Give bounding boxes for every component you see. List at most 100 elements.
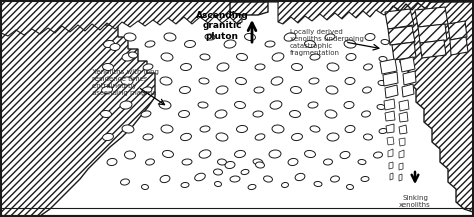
Ellipse shape bbox=[218, 159, 227, 165]
Ellipse shape bbox=[200, 54, 210, 60]
Polygon shape bbox=[230, 2, 268, 15]
Polygon shape bbox=[448, 21, 467, 40]
Polygon shape bbox=[399, 112, 408, 122]
Ellipse shape bbox=[122, 125, 134, 133]
Polygon shape bbox=[415, 7, 448, 27]
Ellipse shape bbox=[345, 77, 355, 84]
Ellipse shape bbox=[101, 86, 112, 94]
Ellipse shape bbox=[269, 150, 281, 158]
Ellipse shape bbox=[325, 34, 335, 40]
Ellipse shape bbox=[161, 125, 173, 133]
Ellipse shape bbox=[344, 102, 354, 108]
Ellipse shape bbox=[272, 53, 284, 61]
Ellipse shape bbox=[248, 184, 256, 190]
Ellipse shape bbox=[215, 110, 227, 118]
Ellipse shape bbox=[103, 40, 114, 48]
Polygon shape bbox=[450, 37, 468, 55]
Ellipse shape bbox=[141, 111, 151, 117]
Ellipse shape bbox=[200, 126, 210, 132]
Ellipse shape bbox=[143, 64, 153, 70]
Text: Sinking
xenoliths: Sinking xenoliths bbox=[399, 195, 431, 208]
Ellipse shape bbox=[379, 128, 387, 133]
Polygon shape bbox=[388, 149, 393, 157]
Ellipse shape bbox=[199, 150, 211, 158]
Ellipse shape bbox=[282, 182, 289, 187]
Ellipse shape bbox=[253, 111, 263, 117]
Ellipse shape bbox=[143, 134, 153, 140]
Ellipse shape bbox=[235, 102, 246, 108]
Polygon shape bbox=[383, 72, 398, 86]
Ellipse shape bbox=[255, 134, 265, 140]
Ellipse shape bbox=[284, 33, 296, 41]
Text: Locally derived
xenoliths undergoing
catastrophic
fragmentation: Locally derived xenoliths undergoing cat… bbox=[290, 29, 364, 56]
Ellipse shape bbox=[362, 111, 371, 117]
Polygon shape bbox=[399, 125, 407, 134]
Ellipse shape bbox=[182, 159, 192, 165]
Ellipse shape bbox=[374, 152, 383, 158]
Polygon shape bbox=[388, 26, 415, 45]
Ellipse shape bbox=[379, 56, 387, 61]
Polygon shape bbox=[392, 42, 416, 60]
Ellipse shape bbox=[271, 77, 283, 85]
Ellipse shape bbox=[230, 176, 240, 182]
Polygon shape bbox=[420, 40, 446, 58]
Ellipse shape bbox=[102, 133, 113, 141]
Ellipse shape bbox=[163, 150, 173, 158]
Polygon shape bbox=[402, 84, 414, 97]
Ellipse shape bbox=[325, 110, 337, 118]
Ellipse shape bbox=[181, 64, 191, 71]
Ellipse shape bbox=[180, 87, 191, 94]
Polygon shape bbox=[385, 9, 414, 29]
Ellipse shape bbox=[142, 87, 152, 93]
Ellipse shape bbox=[255, 64, 265, 70]
Ellipse shape bbox=[160, 175, 170, 183]
Text: Xenoliths with long
residence times
entrained by
ascending magma: Xenoliths with long residence times entr… bbox=[92, 69, 159, 96]
Bar bbox=[1, 208, 473, 216]
Polygon shape bbox=[390, 173, 393, 180]
Ellipse shape bbox=[120, 101, 132, 109]
Ellipse shape bbox=[253, 159, 263, 165]
Ellipse shape bbox=[121, 77, 133, 85]
Polygon shape bbox=[1, 0, 473, 36]
Ellipse shape bbox=[164, 33, 176, 41]
Ellipse shape bbox=[145, 41, 155, 47]
Text: Ascending
granitic
pluton: Ascending granitic pluton bbox=[196, 11, 248, 41]
Ellipse shape bbox=[216, 86, 228, 94]
Ellipse shape bbox=[330, 176, 339, 182]
Ellipse shape bbox=[100, 110, 111, 118]
Polygon shape bbox=[1, 2, 155, 216]
Ellipse shape bbox=[146, 159, 155, 165]
Ellipse shape bbox=[181, 182, 189, 187]
Polygon shape bbox=[385, 111, 395, 121]
Ellipse shape bbox=[161, 53, 173, 61]
Ellipse shape bbox=[358, 159, 366, 164]
Ellipse shape bbox=[340, 151, 350, 159]
Polygon shape bbox=[387, 137, 394, 145]
Ellipse shape bbox=[304, 150, 316, 158]
Ellipse shape bbox=[309, 78, 319, 84]
Ellipse shape bbox=[308, 102, 318, 108]
Ellipse shape bbox=[160, 77, 172, 85]
Ellipse shape bbox=[213, 169, 222, 175]
Ellipse shape bbox=[292, 64, 302, 71]
Ellipse shape bbox=[225, 161, 235, 169]
Polygon shape bbox=[380, 59, 397, 74]
Ellipse shape bbox=[292, 133, 302, 141]
Ellipse shape bbox=[120, 179, 129, 185]
Ellipse shape bbox=[216, 133, 228, 141]
Ellipse shape bbox=[255, 162, 264, 168]
Ellipse shape bbox=[290, 110, 301, 118]
Ellipse shape bbox=[288, 158, 298, 166]
Ellipse shape bbox=[128, 52, 137, 58]
Ellipse shape bbox=[346, 53, 356, 61]
Ellipse shape bbox=[310, 126, 320, 132]
Polygon shape bbox=[399, 163, 403, 170]
Polygon shape bbox=[399, 150, 404, 158]
Ellipse shape bbox=[377, 104, 385, 110]
Ellipse shape bbox=[124, 33, 136, 41]
Ellipse shape bbox=[107, 158, 117, 166]
Ellipse shape bbox=[110, 43, 120, 51]
Ellipse shape bbox=[265, 41, 275, 47]
Ellipse shape bbox=[378, 81, 386, 85]
Ellipse shape bbox=[199, 78, 209, 84]
